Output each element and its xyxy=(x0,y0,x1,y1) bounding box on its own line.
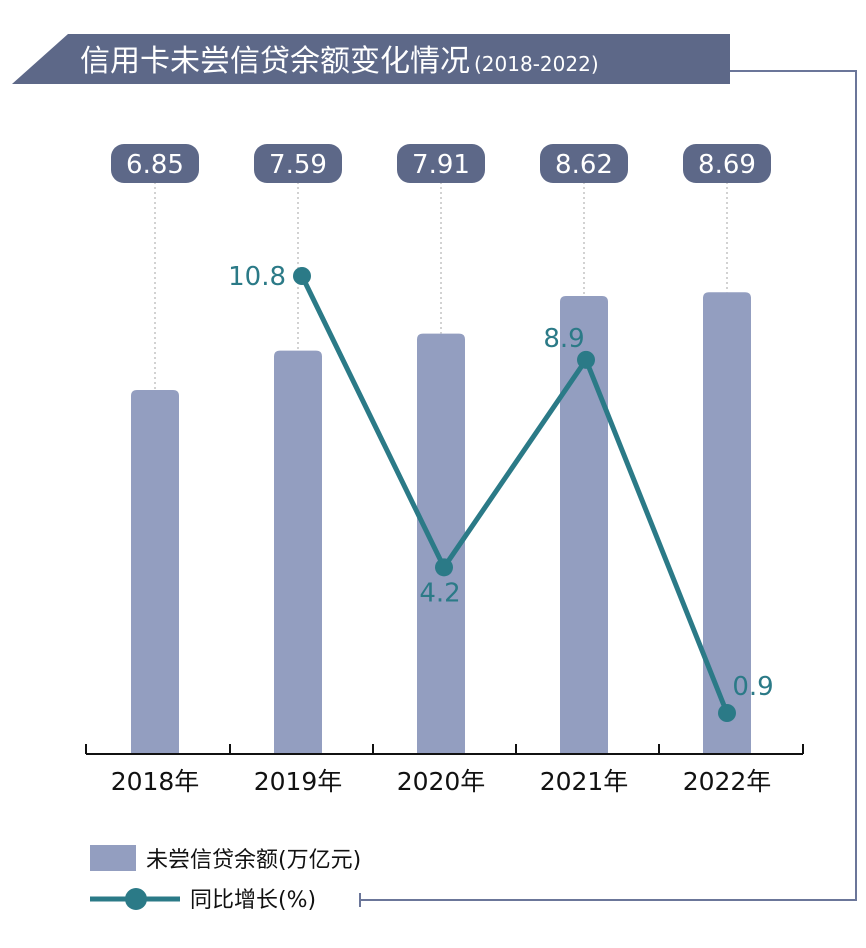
x-tick-label: 2019年 xyxy=(254,767,343,796)
bar-value-label: 6.85 xyxy=(126,150,184,180)
growth-line-series: 10.8 4.2 8.9 0.9 xyxy=(228,262,774,722)
x-tick-label: 2020年 xyxy=(397,767,486,796)
bar-2022年 xyxy=(703,292,751,754)
frame-line xyxy=(360,70,857,901)
bar-value-label: 8.62 xyxy=(555,150,613,180)
bar-value-label: 7.91 xyxy=(412,150,470,180)
x-tick-label: 2022年 xyxy=(683,767,772,796)
growth-value-label: 0.9 xyxy=(732,672,773,702)
growth-value-label: 8.9 xyxy=(543,324,584,354)
bar-value-pill xyxy=(540,144,628,183)
growth-point xyxy=(293,267,311,285)
x-tick-label: 2018年 xyxy=(111,767,200,796)
bar-2019年 xyxy=(274,350,322,754)
legend-line-label: 同比增长(%) xyxy=(190,888,316,913)
growth-value-label: 10.8 xyxy=(228,262,286,292)
growth-line xyxy=(299,274,730,714)
bar-value-label: 8.69 xyxy=(698,150,756,180)
growth-point xyxy=(718,704,736,722)
growth-point xyxy=(435,558,453,577)
legend-line-marker xyxy=(125,888,147,910)
guide-lines xyxy=(154,182,728,390)
bar-value-pill xyxy=(683,144,771,183)
bar-2020年 xyxy=(417,333,465,754)
growth-value-label: 4.2 xyxy=(419,578,460,608)
chart-title-sub: (2018-2022) xyxy=(474,52,599,76)
title-band xyxy=(12,34,730,84)
bars xyxy=(131,292,751,754)
chart-title-main: 信用卡未尝信贷余额变化情况 xyxy=(80,44,470,79)
x-tick-label: 2021年 xyxy=(540,767,629,796)
legend-bar-swatch xyxy=(90,845,136,871)
bar-value-pill xyxy=(254,144,342,183)
bar-value-labels: 6.85 7.59 7.91 8.62 8.69 xyxy=(111,144,771,183)
bar-value-pill xyxy=(111,144,199,183)
bar-value-pill xyxy=(397,144,485,183)
chart-title: 信用卡未尝信贷余额变化情况 (2018-2022) xyxy=(80,44,599,79)
legend-bar-label: 未尝信贷余额(万亿元) xyxy=(146,848,361,873)
bar-2021年 xyxy=(560,295,608,754)
growth-point xyxy=(577,350,595,369)
x-axis-ticks xyxy=(85,744,804,754)
x-tick-labels: 2018年 2019年 2020年 2021年 2022年 xyxy=(111,767,772,796)
bar-2018年 xyxy=(131,390,179,754)
bar-value-label: 7.59 xyxy=(269,150,327,180)
